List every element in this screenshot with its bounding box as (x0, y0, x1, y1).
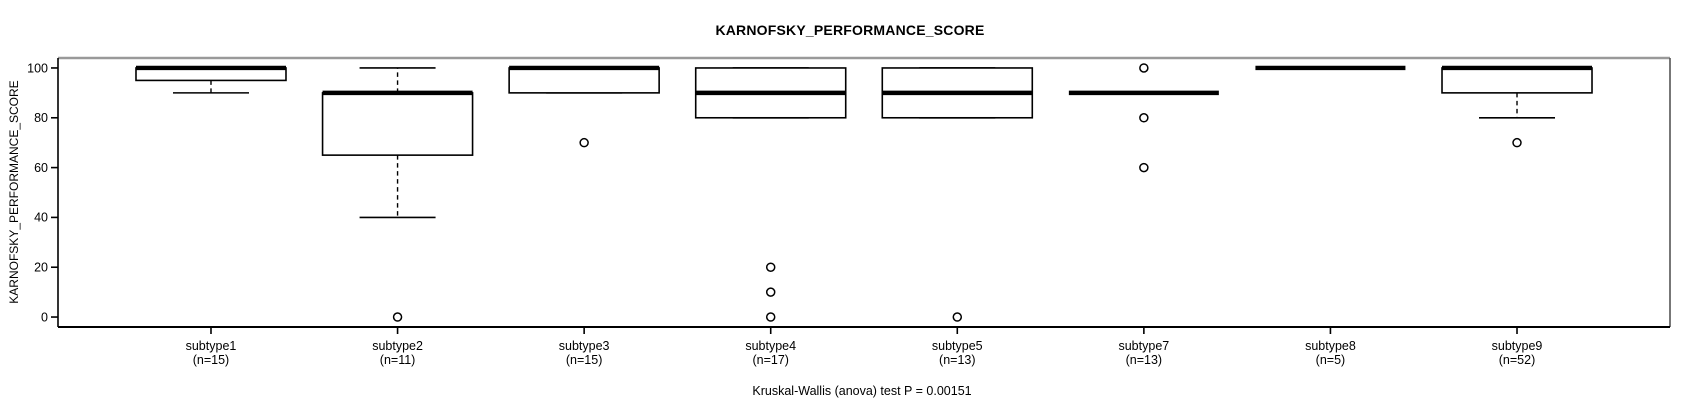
stats-annotation: Kruskal-Wallis (anova) test P = 0.00151 (752, 384, 972, 398)
outlier-subtype7-80 (1139, 113, 1149, 123)
x-tick-label: subtype8 (1305, 339, 1356, 353)
outlier-subtype4-0 (765, 312, 776, 322)
x-tick-sublabel: (n=17) (752, 353, 788, 367)
x-tick-label: subtype5 (932, 339, 983, 353)
x-tick-sublabel: (n=52) (1499, 353, 1535, 367)
x-tick-sublabel: (n=13) (939, 353, 975, 367)
y-tick-label: 60 (34, 161, 48, 175)
outlier-subtype7-100 (1139, 63, 1149, 73)
outlier-subtype2-0 (392, 312, 403, 322)
y-tick-label: 0 (41, 310, 48, 324)
x-tick-label: subtype1 (186, 339, 237, 353)
box-subtype9 (1441, 67, 1593, 94)
y-tick-label: 40 (34, 211, 48, 225)
y-tick-label: 20 (34, 261, 48, 275)
x-tick-sublabel: (n=15) (193, 353, 229, 367)
box-subtype2 (321, 92, 474, 156)
box-subtype3 (508, 67, 660, 94)
outlier-subtype5-0 (952, 312, 963, 322)
x-tick-sublabel: (n=11) (380, 353, 416, 367)
x-tick-label: subtype3 (559, 339, 610, 353)
y-tick-label: 80 (34, 111, 48, 125)
outlier-subtype7-60 (1139, 162, 1149, 173)
chart-title: KARNOFSKY_PERFORMANCE_SCORE (715, 22, 985, 38)
outlier-subtype9-70 (1512, 137, 1522, 148)
y-tick-label: 100 (27, 61, 48, 75)
x-tick-sublabel: (n=15) (566, 353, 602, 367)
x-tick-sublabel: (n=5) (1316, 353, 1346, 367)
outlier-subtype3-70 (579, 137, 589, 148)
x-tick-label: subtype9 (1492, 339, 1543, 353)
x-tick-label: subtype2 (372, 339, 423, 353)
outlier-subtype4-20 (765, 262, 776, 272)
x-tick-label: subtype4 (745, 339, 796, 353)
outlier-subtype4-10 (765, 287, 776, 297)
x-tick-sublabel: (n=13) (1126, 353, 1162, 367)
x-tick-label: subtype7 (1118, 339, 1169, 353)
